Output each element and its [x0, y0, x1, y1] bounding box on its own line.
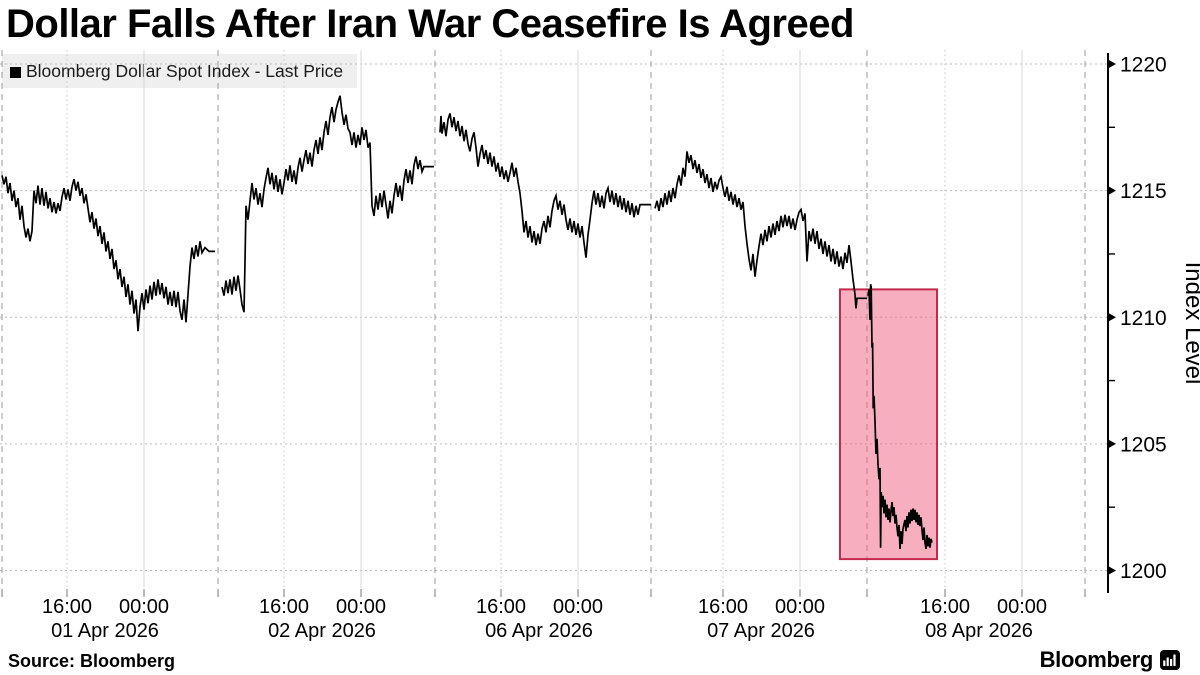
x-date-label: 02 Apr 2026: [268, 620, 376, 642]
bloomberg-logo: Bloomberg: [1040, 647, 1180, 673]
price-line-segment: [221, 95, 434, 313]
y-tick-arrow-icon: [1108, 566, 1116, 575]
price-chart-canvas: 1200 1205 1210 1215 1220 Index Level 16:00 00:0…: [0, 50, 1200, 642]
x-time-label: 16:00: [698, 596, 748, 618]
y-axis-title: Index Level: [1180, 262, 1200, 385]
price-line-segment: [654, 151, 867, 309]
bloomberg-terminal-icon: [1160, 650, 1180, 670]
y-tick-label: 1205: [1120, 433, 1167, 456]
x-time-label: 16:00: [42, 596, 92, 618]
price-line-segment: [1, 175, 215, 332]
y-tick-label: 1220: [1120, 54, 1167, 77]
x-time-label: 16:00: [259, 596, 309, 618]
page-title: Dollar Falls After Iran War Ceasefire Is…: [6, 2, 854, 46]
source-note: Source: Bloomberg: [8, 651, 176, 671]
price-line-segment: [867, 284, 933, 550]
x-time-label: 16:00: [476, 596, 526, 618]
x-time-label: 00:00: [997, 596, 1047, 618]
legend-swatch-icon: [10, 67, 21, 78]
x-date-label: 08 Apr 2026: [925, 620, 1033, 642]
x-time-label: 00:00: [119, 596, 169, 618]
y-tick-label: 1200: [1120, 560, 1167, 583]
y-tick-arrow-icon: [1108, 59, 1116, 69]
y-tick-arrow-icon: [1108, 312, 1116, 322]
legend: Bloomberg Dollar Spot Index - Last Price: [2, 54, 358, 88]
x-time-label: 00:00: [336, 596, 386, 618]
bloomberg-wordmark: Bloomberg: [1039, 647, 1154, 672]
legend-label: Bloomberg Dollar Spot Index - Last Price: [26, 61, 344, 81]
x-date-label: 01 Apr 2026: [51, 620, 159, 642]
y-tick-label: 1210: [1120, 307, 1167, 330]
x-time-label: 00:00: [553, 596, 603, 618]
x-time-label: 00:00: [775, 596, 825, 618]
x-date-label: 07 Apr 2026: [707, 620, 815, 642]
x-time-label: 16:00: [920, 596, 970, 618]
y-tick-arrow-icon: [1108, 186, 1116, 196]
y-tick-label: 1215: [1120, 180, 1167, 203]
x-date-label: 06 Apr 2026: [485, 620, 593, 642]
y-tick-arrow-icon: [1108, 439, 1116, 449]
price-line-segment: [439, 113, 651, 258]
